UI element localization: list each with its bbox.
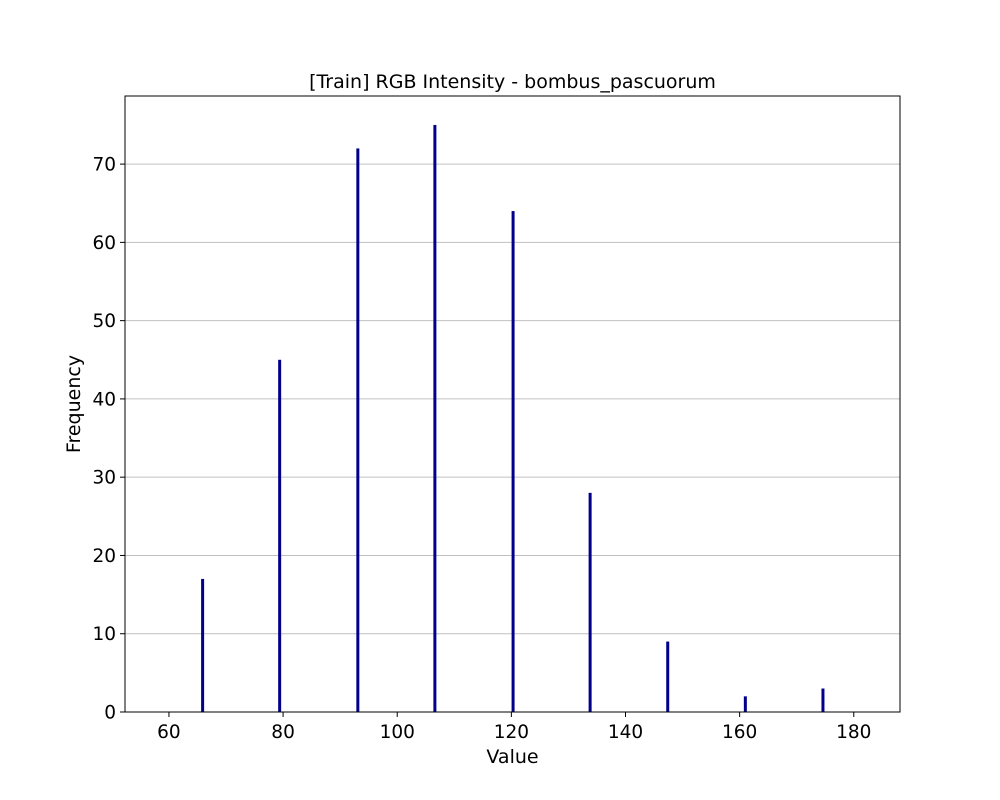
histogram-bar [356,148,360,712]
x-axis-ticks: 60 80 100 120 140 160 180 [157,712,871,743]
histogram-bar [743,696,747,712]
y-tick-label: 30 [92,468,116,489]
y-tick-label: 60 [92,233,116,254]
y-axis-label: Frequency [63,355,85,453]
x-tick-label: 80 [271,722,295,743]
histogram-bar [588,492,592,712]
x-tick-label: 60 [157,722,181,743]
x-axis-label: Value [486,746,538,768]
y-tick-label: 50 [92,311,116,332]
bars [201,124,825,712]
histogram-bar [511,211,515,712]
x-tick-label: 160 [722,722,757,743]
y-tick-label: 0 [104,703,116,724]
y-tick-label: 70 [92,155,116,176]
histogram-bar [666,641,670,712]
x-tick-label: 100 [380,722,415,743]
y-axis-ticks: 0 10 20 30 40 50 60 70 [92,155,125,724]
x-tick-label: 140 [608,722,643,743]
histogram-bar [201,578,205,712]
plot-frame [124,95,901,713]
x-tick-label: 120 [494,722,529,743]
histogram-bar [433,124,437,712]
histogram-bar [278,359,282,712]
y-tick-label: 10 [92,624,116,645]
y-tick-label: 40 [92,389,116,410]
histogram-bar [821,688,825,712]
chart-title: [Train] RGB Intensity - bombus_pascuorum [309,71,716,93]
x-tick-label: 180 [836,722,871,743]
y-tick-label: 20 [92,546,116,567]
